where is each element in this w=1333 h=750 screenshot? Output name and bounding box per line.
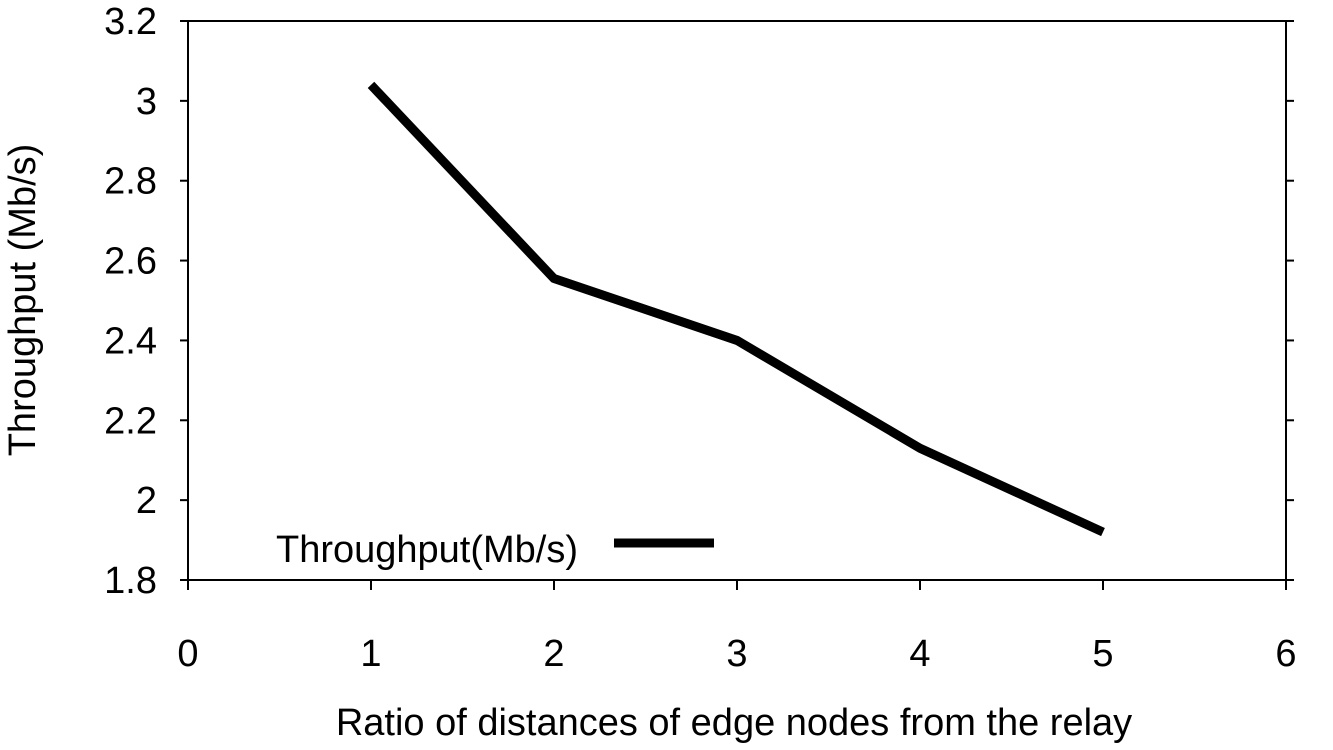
x-tick-label: 3 <box>726 633 747 675</box>
x-tick-label: 4 <box>909 633 930 675</box>
x-axis-label: Ratio of distances of edge nodes from th… <box>336 702 1132 744</box>
y-tick-label: 3.2 <box>104 1 157 43</box>
y-tick-label: 1.8 <box>104 560 157 602</box>
y-tick-label: 3 <box>136 81 157 123</box>
x-tick-label: 5 <box>1092 633 1113 675</box>
x-axis-ticks: 0 1 2 3 4 5 6 <box>177 580 1297 675</box>
y-tick-label: 2.6 <box>104 241 157 283</box>
series-layer <box>367 81 1105 537</box>
y-tick-label: 2 <box>136 480 157 522</box>
y-tick-label: 2.8 <box>104 161 157 203</box>
plot-area-border <box>187 20 1287 581</box>
y-tick-label: 2.2 <box>104 400 157 442</box>
legend: Throughput(Mb/s) <box>276 529 714 571</box>
x-tick-label: 6 <box>1275 633 1296 675</box>
series-line-0 <box>367 81 1105 537</box>
y-tick-label: 2.4 <box>104 320 157 362</box>
x-tick-label: 2 <box>543 633 564 675</box>
legend-label: Throughput(Mb/s) <box>276 529 578 571</box>
plot-frame <box>187 20 1287 581</box>
y-axis-ticks: 1.8 2 2.2 2.4 2.6 2.8 3 3.2 <box>104 1 1294 602</box>
x-tick-label: 0 <box>177 633 198 675</box>
x-tick-label: 1 <box>360 633 381 675</box>
y-axis-label: Throughput (Mb/s) <box>2 144 44 457</box>
